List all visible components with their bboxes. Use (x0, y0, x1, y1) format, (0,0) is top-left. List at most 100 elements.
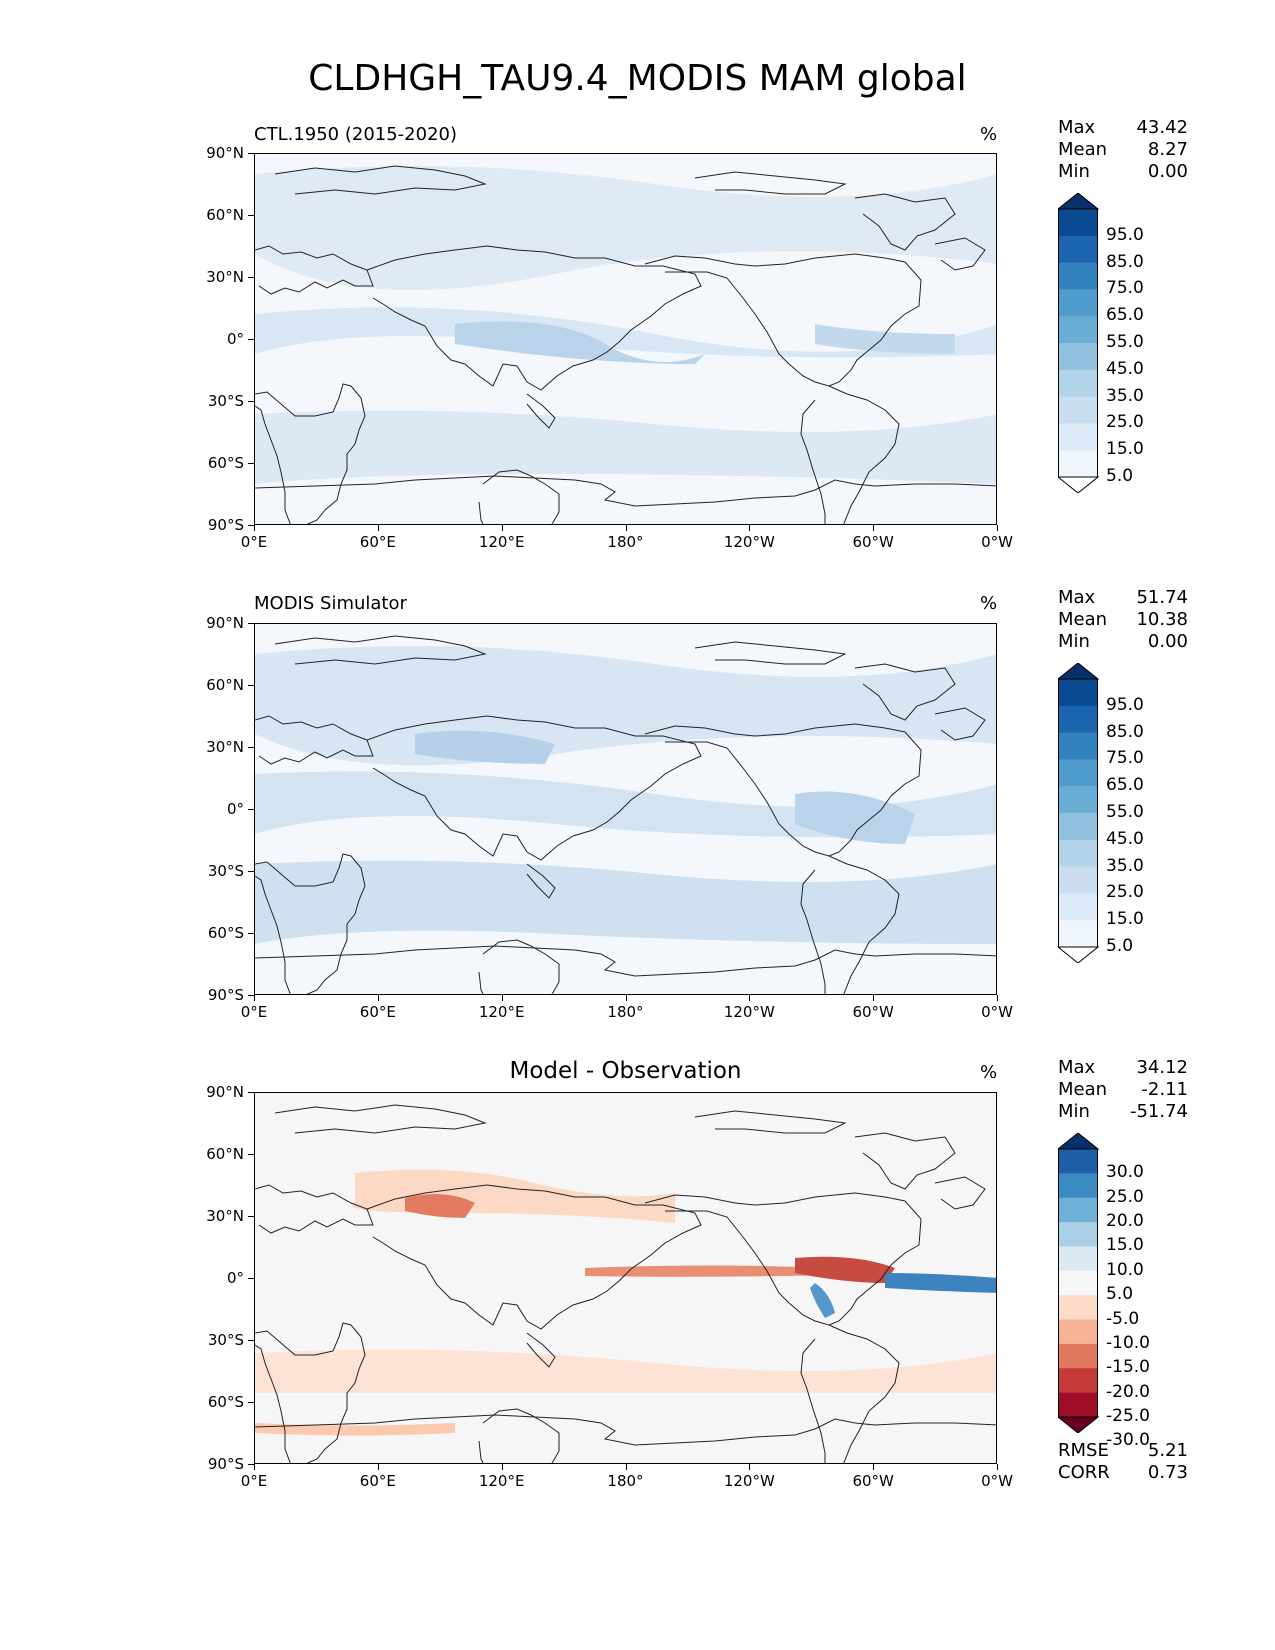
y-tick-mark (248, 463, 254, 464)
x-tick-mark (501, 525, 503, 531)
map-ctl (254, 153, 997, 525)
stat-value: 5.21 (1147, 1440, 1188, 1461)
colorbar-label: 95.0 (1106, 694, 1144, 715)
stat-row: Min 0.00 (1058, 161, 1188, 183)
x-tick-label: 0°W (981, 1003, 1013, 1021)
y-tick-mark (248, 339, 254, 340)
stats-diff: Max 34.12 Mean -2.11 Min -51.74 (1058, 1057, 1188, 1123)
panel-ctl: CTL.1950 (2015-2020) % (0, 0, 1275, 525)
stat-name: RMSE (1058, 1440, 1109, 1461)
colorbar-segment (1058, 1270, 1098, 1296)
x-tick-label: 120°E (478, 533, 525, 551)
figure-title: CLDHGH_TAU9.4_MODIS MAM global (308, 58, 967, 99)
colorbar-label: 85.0 (1106, 721, 1144, 742)
stats-modis: Max 51.74 Mean 10.38 Min 0.00 (1058, 587, 1188, 653)
y-tick-label: 0° (226, 330, 244, 348)
colorbar-segment (1058, 1222, 1098, 1247)
stat-name: Max (1058, 587, 1096, 608)
stat-name: Min (1058, 631, 1090, 652)
colorbar-label: 45.0 (1106, 358, 1144, 379)
y-tick-label: 90°N (206, 1083, 244, 1101)
stat-row: CORR 0.73 (1058, 1462, 1188, 1484)
x-tick-label: 0°W (981, 533, 1013, 551)
colorbar-segment (1058, 679, 1098, 707)
stat-name: Min (1058, 161, 1090, 182)
colorbar-segment (1058, 866, 1098, 894)
x-tick-mark (873, 1464, 875, 1470)
colorbar-extend-bottom (1058, 946, 1100, 963)
colorbar-label: 15.0 (1106, 1235, 1144, 1256)
x-tick-label: 60°W (852, 533, 894, 551)
stat-name: Max (1058, 117, 1096, 138)
panel-diff: Model - Observation % (0, 0, 1275, 1464)
colorbar-segment (1058, 1173, 1098, 1199)
x-tick-label: 60°E (359, 533, 396, 551)
y-tick-label: 0° (226, 1269, 244, 1287)
colorbar-label: 15.0 (1106, 439, 1144, 460)
colorbar-label: 5.0 (1106, 1284, 1134, 1305)
colorbar-label: 65.0 (1106, 305, 1144, 326)
x-tick-label: 120°W (723, 1472, 775, 1490)
colorbar-label: 85.0 (1106, 251, 1144, 272)
units-label: % (980, 1062, 998, 1083)
x-tick-label: 60°E (359, 1472, 396, 1490)
colorbar-extend-top (1058, 1133, 1100, 1150)
y-tick-mark (248, 995, 254, 996)
x-tick-label: 120°E (478, 1003, 525, 1021)
colorbar-segment (1058, 316, 1098, 344)
colorbar-label: -5.0 (1106, 1308, 1140, 1329)
x-tick-mark (625, 995, 627, 1001)
colorbar-label: -10.0 (1106, 1332, 1150, 1353)
stat-value: 51.74 (1136, 587, 1188, 608)
colorbar-segment (1058, 1392, 1098, 1418)
stat-row: Max 34.12 (1058, 1057, 1188, 1079)
y-tick-mark (248, 1402, 254, 1403)
x-tick-mark (997, 525, 998, 531)
y-tick-mark (248, 1464, 254, 1465)
colorbar-segment (1058, 759, 1098, 787)
stat-row: Max 43.42 (1058, 117, 1188, 139)
colorbar-label: 25.0 (1106, 1186, 1144, 1207)
colorbar-label: -30.0 (1106, 1430, 1150, 1451)
y-tick-mark (248, 1092, 254, 1093)
colorbar-segment (1058, 1319, 1098, 1345)
units-label: % (980, 124, 998, 145)
y-tick-mark (248, 685, 254, 686)
colorbar-label: 20.0 (1106, 1211, 1144, 1232)
y-tick-mark (248, 215, 254, 216)
x-tick-label: 120°E (478, 1472, 525, 1490)
colorbar-label: 55.0 (1106, 802, 1144, 822)
colorbar-segment (1058, 705, 1098, 734)
x-tick-mark (377, 525, 379, 531)
panel-title: Model - Observation (509, 1058, 742, 1084)
y-tick-mark (248, 933, 254, 934)
stat-value: 34.12 (1136, 1057, 1188, 1078)
colorbar-segment (1058, 423, 1098, 451)
colorbar-segment (1058, 1295, 1098, 1321)
colorbar-label: 45.0 (1106, 828, 1144, 849)
colorbar-label: 15.0 (1106, 909, 1144, 930)
stat-name: Min (1058, 1101, 1090, 1122)
colorbar-frame (1058, 1148, 1098, 1418)
y-tick-mark (248, 1340, 254, 1341)
colorbar-ctl (1058, 193, 1100, 493)
x-tick-mark (501, 1464, 503, 1470)
colorbar-extend-top (1058, 663, 1100, 680)
x-tick-label: 120°W (723, 533, 775, 551)
y-tick-label: 30°S (207, 1331, 244, 1349)
colorbar-segment (1058, 1343, 1098, 1369)
stats-ctl: Max 43.42 Mean 8.27 Min 0.00 (1058, 117, 1188, 183)
y-tick-label: 90°N (206, 144, 244, 162)
y-tick-label: 60°N (206, 206, 244, 224)
stat-row: RMSE 5.21 (1058, 1440, 1188, 1462)
x-tick-label: 0°E (240, 1472, 268, 1490)
x-tick-label: 0°E (240, 533, 268, 551)
colorbar-label: 65.0 (1106, 775, 1144, 796)
stat-value: 43.42 (1136, 117, 1188, 138)
y-tick-mark (248, 1154, 254, 1155)
colorbar-segment (1058, 1149, 1098, 1174)
colorbar-label: 10.0 (1106, 1259, 1144, 1280)
stat-value: 10.38 (1136, 609, 1188, 630)
y-tick-label: 0° (226, 800, 244, 818)
panel-modis: MODIS Simulator % (0, 0, 1275, 995)
